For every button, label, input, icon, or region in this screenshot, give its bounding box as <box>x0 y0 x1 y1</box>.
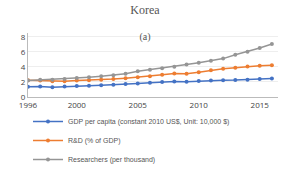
svg-text:2: 2 <box>21 76 26 87</box>
svg-text:6: 6 <box>21 46 26 57</box>
svg-text:4: 4 <box>21 61 26 72</box>
svg-text:1996: 1996 <box>19 99 38 110</box>
svg-text:2000: 2000 <box>68 99 87 110</box>
svg-text:8: 8 <box>21 31 26 42</box>
svg-text:2005: 2005 <box>129 99 148 110</box>
svg-text:(a): (a) <box>139 31 150 43</box>
svg-text:0: 0 <box>21 91 26 102</box>
svg-text:GDP per capita (constant 2010: GDP per capita (constant 2010 US$, Unit:… <box>68 118 229 126</box>
svg-text:Researchers (per thousand): Researchers (per thousand) <box>68 156 155 164</box>
svg-text:2010: 2010 <box>190 99 209 110</box>
svg-text:Korea: Korea <box>130 3 160 17</box>
svg-text:R&D (% of GDP): R&D (% of GDP) <box>68 137 121 145</box>
svg-text:2015: 2015 <box>251 99 270 110</box>
